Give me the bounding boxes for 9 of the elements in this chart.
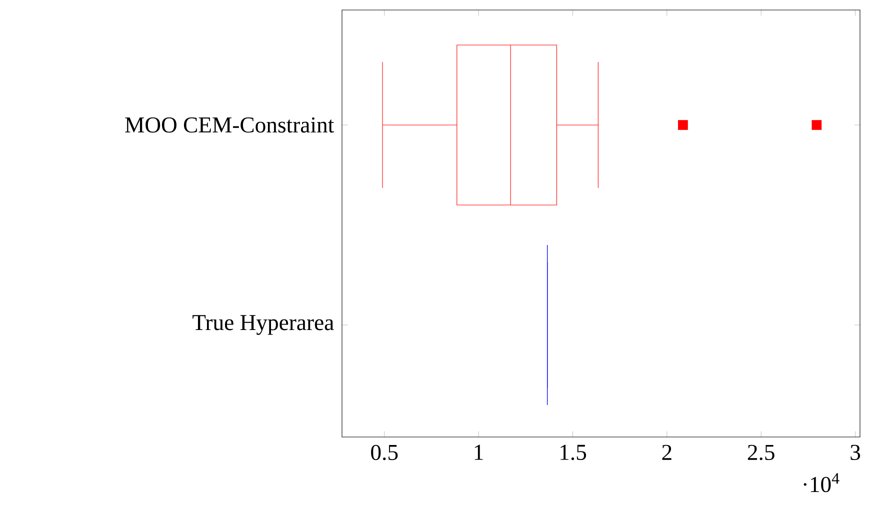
x-tick-label: 0.5 bbox=[371, 444, 398, 460]
x-tick-label: 3 bbox=[850, 444, 860, 460]
x-tick-label: 2 bbox=[662, 444, 672, 460]
x-tick-label: 1.5 bbox=[560, 444, 586, 460]
x-tick-label: 1 bbox=[474, 444, 483, 460]
y-tick-label: MOO CEM-Constraint bbox=[125, 117, 334, 133]
y-tick-label: True Hyperarea bbox=[192, 315, 334, 335]
x-tick-label: 2.5 bbox=[748, 444, 774, 460]
text: ·10$^{4}$ bbox=[804, 473, 840, 492]
